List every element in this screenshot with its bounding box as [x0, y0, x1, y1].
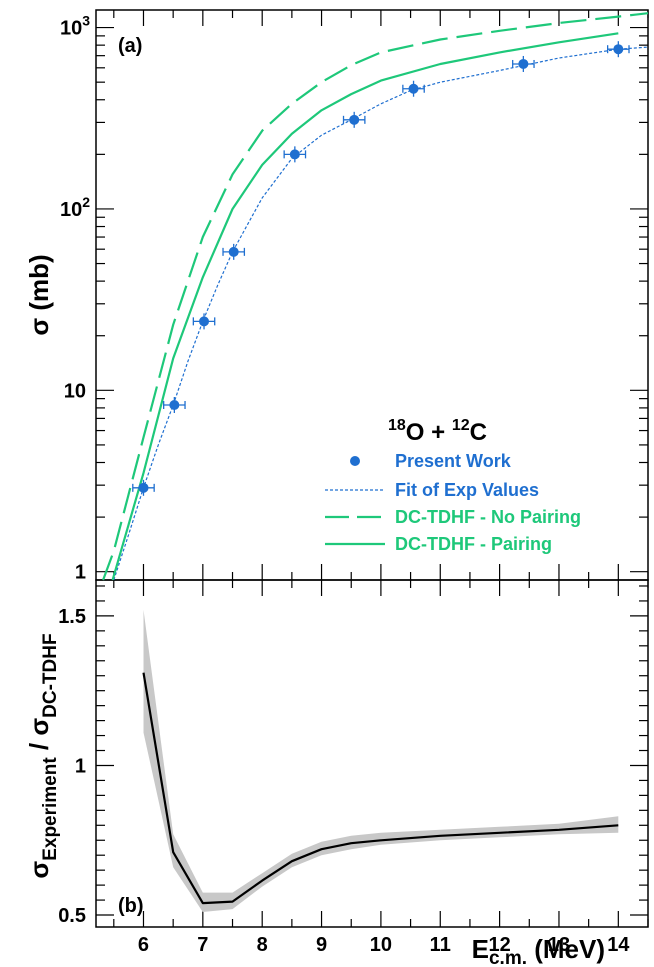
ratio-uncertainty-band — [143, 609, 619, 912]
x-axis-title: Ec.m. (MeV) — [472, 934, 605, 967]
data-point — [289, 149, 300, 160]
data-point — [169, 400, 180, 411]
y-tick-label: 1 — [75, 755, 86, 777]
x-tick-label: 9 — [316, 934, 327, 956]
y-tick-label: 1.5 — [58, 606, 86, 628]
panel-a-data-points — [132, 41, 630, 496]
x-tick-label: 7 — [197, 934, 208, 956]
panel-a-curves — [102, 12, 649, 581]
x-tick-label: 10 — [370, 934, 392, 956]
legend-label-present-work: Present Work — [395, 451, 512, 471]
data-point — [613, 44, 624, 55]
panel-a-label: (a) — [118, 35, 142, 57]
curve-dc-tdhf-no-pairing — [102, 12, 649, 581]
legend-label-no-pairing: DC-TDHF - No Pairing — [395, 507, 581, 527]
axis-ticks — [96, 10, 649, 927]
data-point — [138, 482, 149, 493]
legend-title: 18O + 12C — [388, 417, 487, 446]
x-tick-label: 12 — [488, 934, 510, 956]
curve-dc-tdhf-pairing — [111, 32, 619, 581]
panel-b-label: (b) — [118, 895, 144, 917]
tick-labels: 6 7 8 9 10 11 12 13 14 1 10 102 103 0.5 1 1.5 — [58, 13, 630, 956]
y-tick-label: 102 — [60, 194, 90, 221]
data-point — [349, 114, 360, 125]
x-tick-label: 8 — [257, 934, 268, 956]
panel-a-frame — [95, 9, 649, 581]
panel-b-y-axis-title: σExperiment / σDC-TDHF — [24, 633, 61, 878]
y-tick-label: 0.5 — [58, 905, 86, 927]
y-tick-label: 10 — [64, 380, 86, 402]
x-tick-label: 13 — [548, 934, 570, 956]
y-tick-label: 1 — [75, 562, 86, 584]
legend-label-pairing: DC-TDHF - Pairing — [395, 534, 552, 554]
legend: 18O + 12C Present Work Fit of Exp Values… — [325, 417, 581, 554]
curve-fit-of-exp-values — [113, 46, 649, 581]
data-point — [518, 58, 529, 69]
y-tick-label: 103 — [60, 13, 90, 40]
ratio-line — [142, 672, 619, 905]
panel-b-curves — [142, 672, 619, 905]
panel-a-y-axis-title: σ (mb) — [24, 254, 54, 335]
legend-label-fit: Fit of Exp Values — [395, 480, 539, 500]
x-tick-label: 11 — [430, 934, 451, 956]
data-point — [199, 316, 210, 327]
x-tick-label: 6 — [138, 934, 149, 956]
legend-marker-present-work — [350, 456, 360, 466]
data-point — [228, 246, 239, 257]
data-point — [408, 83, 419, 94]
x-tick-label: 14 — [607, 934, 630, 956]
ratio-band — [143, 609, 619, 912]
panel-b-frame — [95, 579, 649, 928]
